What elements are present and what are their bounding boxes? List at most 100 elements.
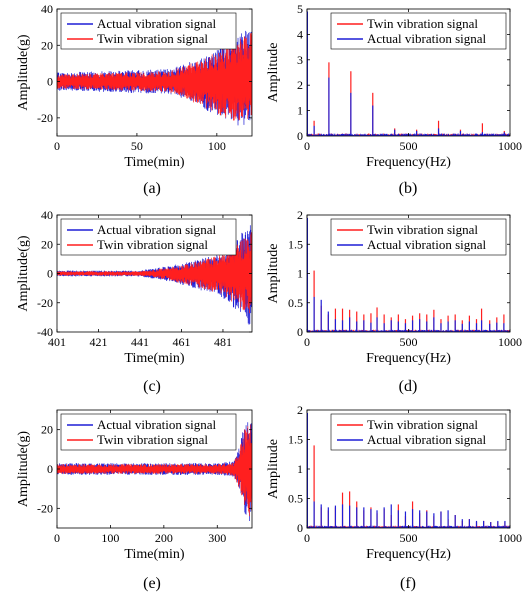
series-line-twin: [57, 232, 252, 314]
x-tick-label: 461: [172, 335, 190, 349]
x-tick-label: 0: [304, 531, 310, 545]
y-tick-label: 1: [297, 267, 303, 281]
axes-box: [56, 8, 253, 137]
x-tick-label: 421: [89, 335, 107, 349]
y-tick-label: 0: [47, 267, 53, 281]
x-tick-label: 441: [131, 335, 149, 349]
plot-area: [57, 225, 252, 325]
y-tick-label: 40: [41, 2, 53, 16]
panel-e: 0 100 200 300 -20 0 20 Time(min) Amplitude(g) Act…: [16, 409, 253, 592]
legend-box: [330, 413, 507, 451]
legend-box: [60, 12, 237, 50]
y-tick-label: 20: [41, 38, 53, 52]
legend-label: Actual vibration signal: [367, 432, 487, 447]
plot-area: [307, 217, 510, 332]
x-tick-label: 401: [48, 335, 66, 349]
x-tick-label: 500: [400, 139, 418, 153]
y-axis-label: Amplitude(g): [16, 235, 31, 312]
x-tick-label: 300: [208, 531, 226, 545]
series-line-twin: [57, 33, 252, 121]
y-tick-label: -40: [37, 325, 53, 339]
series-line-twin: [57, 424, 252, 517]
x-axis-label: Time(min): [124, 155, 184, 170]
panel-caption: (e): [143, 575, 161, 592]
x-tick-label: 100: [208, 139, 226, 153]
legend-label: Actual vibration signal: [97, 222, 217, 237]
panel-caption: (f): [400, 575, 416, 592]
y-tick-label: 4: [297, 27, 303, 41]
x-tick-label: 0: [304, 335, 310, 349]
y-tick-label: 2: [297, 403, 303, 417]
legend-label: Twin vibration signal: [367, 16, 478, 31]
x-tick-label: 0: [304, 139, 310, 153]
y-tick-label: 0: [47, 462, 53, 476]
y-tick-label: 1.5: [288, 237, 303, 251]
x-tick-label: 200: [155, 531, 173, 545]
legend-label: Actual vibration signal: [97, 417, 217, 432]
panel-caption: (c): [143, 378, 161, 395]
plot-area: [57, 30, 252, 126]
y-tick-label: 0: [297, 521, 303, 535]
x-tick-label: 1000: [498, 531, 522, 545]
y-tick-label: 40: [41, 208, 53, 222]
panel-caption: (b): [399, 180, 418, 197]
y-tick-label: 5: [297, 2, 303, 16]
y-axis-label: Amplitude: [266, 244, 281, 304]
legend-label: Twin vibration signal: [367, 417, 478, 432]
legend-label: Actual vibration signal: [367, 237, 487, 252]
panel-a: 0 50 100-2002040Time(min)Amplitude(g)Actua…: [16, 2, 253, 197]
x-axis-label: Frequency(Hz): [366, 547, 451, 562]
legend-box: [330, 218, 507, 256]
y-tick-label: -20: [37, 296, 53, 310]
legend-box: [60, 218, 237, 256]
y-axis-label: Amplitude: [266, 43, 281, 103]
plot-area: [307, 11, 510, 136]
x-tick-label: 0: [54, 139, 60, 153]
legend-label: Twin vibration signal: [367, 222, 478, 237]
legend-label: Actual vibration signal: [97, 16, 217, 31]
y-tick-label: 1.5: [288, 433, 303, 447]
x-axis-label: Frequency(Hz): [366, 351, 451, 366]
y-tick-label: 20: [41, 237, 53, 251]
panel-d: 0 500 1000 0 0.5 1 1.5 2 Frequency(Hz) Amplitude T…: [266, 208, 522, 395]
legend-label: Actual vibration signal: [367, 31, 487, 46]
y-tick-label: 3: [297, 53, 303, 67]
y-tick-label: -20: [37, 501, 53, 515]
legend-label: Twin vibration signal: [97, 31, 208, 46]
y-tick-label: 2: [297, 208, 303, 222]
legend-box: [330, 12, 507, 50]
x-tick-label: 481: [214, 335, 232, 349]
y-tick-label: 0.5: [288, 296, 303, 310]
y-axis-label: Amplitude(g): [16, 34, 31, 111]
legend-box: [60, 413, 237, 451]
plot-area: [57, 422, 252, 522]
y-tick-label: 0: [297, 325, 303, 339]
panel-caption: (a): [143, 180, 161, 197]
panel-f: 0 500 1000 0 0.5 1 1.5 2 Frequency(Hz) Amplitude T…: [266, 403, 522, 592]
y-tick-label: 1: [297, 462, 303, 476]
x-tick-label: 1000: [498, 139, 522, 153]
x-tick-label: 0: [54, 531, 60, 545]
y-tick-label: -20: [37, 111, 53, 125]
x-tick-label: 1000: [498, 335, 522, 349]
panel-b: 0 500 1000 0 1 2 3 4 5 Frequency(Hz) Amplitude Twin…: [266, 2, 522, 197]
x-tick-label: 50: [131, 139, 143, 153]
y-axis-label: Amplitude(g): [16, 431, 31, 508]
y-tick-label: 0.5: [288, 492, 303, 506]
y-axis-label: Amplitude: [266, 439, 281, 499]
panel-caption: (d): [399, 378, 418, 395]
panel-c: 401 421 441 461 481 -40 -20 0 20 40 Time(min) Ampli…: [16, 208, 253, 395]
y-tick-label: 2: [297, 78, 303, 92]
legend-label: Twin vibration signal: [97, 237, 208, 252]
y-tick-label: 0: [47, 75, 53, 89]
x-tick-label: 100: [101, 531, 119, 545]
x-axis-label: Time(min): [124, 351, 184, 366]
y-tick-label: 20: [41, 423, 53, 437]
